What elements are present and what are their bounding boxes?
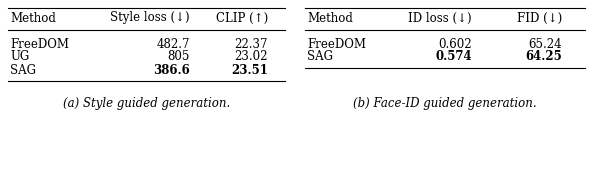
Text: 482.7: 482.7: [156, 37, 190, 50]
Text: ID loss (↓): ID loss (↓): [409, 11, 472, 25]
Text: 805: 805: [168, 50, 190, 64]
Text: 64.25: 64.25: [525, 50, 562, 64]
Text: FreeDOM: FreeDOM: [10, 37, 69, 50]
Text: Method: Method: [10, 11, 56, 25]
Text: 22.37: 22.37: [235, 37, 268, 50]
Text: UG: UG: [10, 50, 29, 64]
Text: 0.602: 0.602: [438, 37, 472, 50]
Text: Method: Method: [307, 11, 353, 25]
Text: SAG: SAG: [10, 64, 36, 76]
Text: Style loss (↓): Style loss (↓): [110, 11, 190, 25]
Text: (a) Style guided generation.: (a) Style guided generation.: [63, 97, 230, 110]
Text: FID (↓): FID (↓): [517, 11, 562, 25]
Text: 23.02: 23.02: [235, 50, 268, 64]
Text: SAG: SAG: [307, 50, 333, 64]
Text: 386.6: 386.6: [153, 64, 190, 76]
Text: (b) Face-ID guided generation.: (b) Face-ID guided generation.: [353, 97, 537, 110]
Text: CLIP (↑): CLIP (↑): [216, 11, 268, 25]
Text: 0.574: 0.574: [435, 50, 472, 64]
Text: FreeDOM: FreeDOM: [307, 37, 366, 50]
Text: 65.24: 65.24: [529, 37, 562, 50]
Text: 23.51: 23.51: [231, 64, 268, 76]
